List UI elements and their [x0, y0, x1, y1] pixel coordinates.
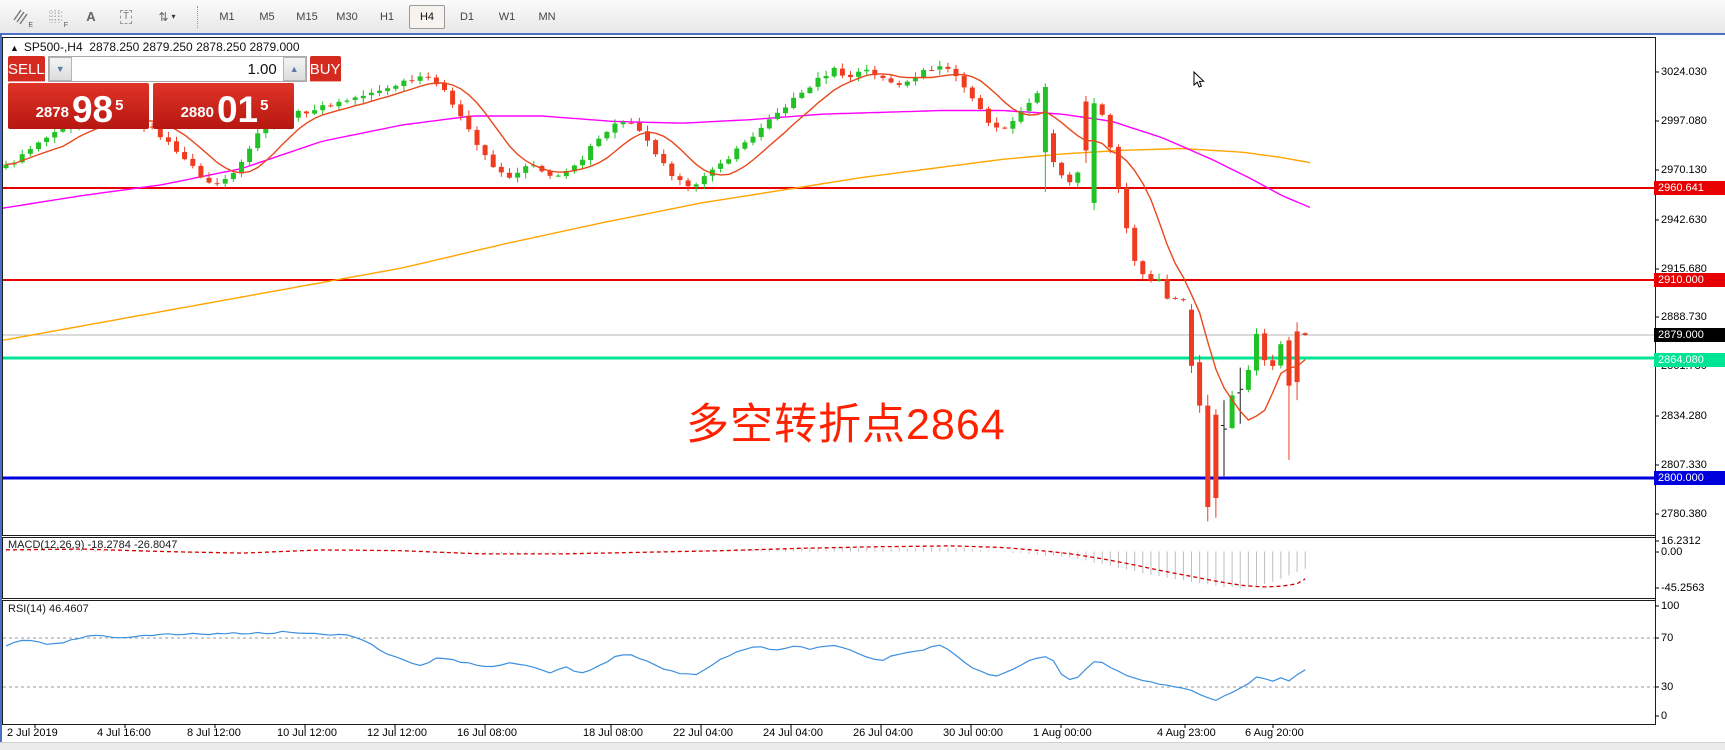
rsi-tick-label: 0 — [1661, 710, 1668, 722]
chart-window[interactable]: ▲ SP500-,H4 2878.250 2879.250 2878.250 28… — [0, 33, 1725, 750]
price-tick-label: 2807.330 — [1661, 459, 1707, 471]
price-tick-label: 2915.680 — [1661, 263, 1707, 275]
price-level-badge: 2879.000 — [1654, 328, 1725, 342]
date-tick-label: 16 Jul 08:00 — [457, 727, 517, 739]
sell-price-quote[interactable]: 2878 98 5 — [8, 83, 149, 129]
grid-dots-icon — [49, 9, 63, 24]
pane-border — [2, 600, 1656, 725]
price-tick-label: 2997.080 — [1661, 115, 1707, 127]
date-tick-label: 26 Jul 04:00 — [853, 727, 913, 739]
sell-price-pips: 98 — [71, 89, 114, 130]
date-tick-label: 30 Jul 00:00 — [943, 727, 1003, 739]
timeframe-H4[interactable]: H4 — [409, 4, 445, 29]
symbol-period-label: SP500-,H4 — [23, 40, 83, 54]
date-tick-label: 12 Jul 12:00 — [367, 727, 427, 739]
macd-main-value: -18.2784 — [87, 539, 131, 551]
icon-sub-f: F — [63, 21, 68, 29]
text-box-icon[interactable]: T — [112, 4, 140, 30]
macd-tick-label: 0.00 — [1661, 546, 1683, 558]
arrow-style-icon[interactable]: ⇅ ▾ — [147, 4, 187, 30]
timeframe-bar: M1 M5 M15 M30 H1 H4 D1 W1 MN — [207, 4, 567, 29]
pane-border — [2, 537, 1656, 599]
timeframe-M30[interactable]: M30 — [336, 10, 358, 23]
main-toolbar: E F A T ⇅ ▾ M1 M5 M15 M30 H1 H4 D1 W1 MN — [0, 0, 1725, 34]
timeframe-W1[interactable]: W1 — [498, 10, 516, 23]
date-tick-label: 4 Jul 16:00 — [97, 727, 151, 739]
sell-price-fraction: 5 — [115, 97, 124, 114]
timeframe-M15[interactable]: M15 — [296, 10, 318, 23]
date-tick-label: 24 Jul 04:00 — [763, 727, 823, 739]
sell-price-big-figure: 2878 — [35, 104, 69, 121]
rsi-current-value: 46.4607 — [48, 603, 89, 615]
timeframe-MN[interactable]: MN — [538, 10, 556, 23]
volume-increase-button[interactable]: ▲ — [282, 57, 306, 81]
price-tick-label: 2888.730 — [1661, 311, 1707, 323]
grid-icon[interactable]: F — [42, 4, 70, 30]
icon-sub-e: E — [28, 21, 33, 29]
rsi-label: RSI(14) 46.4607 — [8, 603, 89, 615]
macd-tick-label: 16.2312 — [1661, 535, 1701, 547]
date-tick-label: 10 Jul 12:00 — [277, 727, 337, 739]
timeframe-M1[interactable]: M1 — [219, 10, 235, 23]
mouse-cursor-icon — [1193, 71, 1205, 88]
price-tick-label: 2834.280 — [1661, 410, 1707, 422]
ma-fast-line — [5, 73, 1306, 421]
chart-title: ▲ SP500-,H4 2878.250 2879.250 2878.250 28… — [10, 40, 300, 54]
macd-label: MACD(12,26,9) -18.2784 -26.8047 — [8, 539, 178, 551]
price-tick-label: 2970.130 — [1661, 164, 1707, 176]
chart-canvas[interactable] — [2, 35, 1725, 750]
buy-price-pips: 01 — [216, 89, 259, 130]
toolbar-separator — [197, 5, 199, 28]
price-tick-label: 2780.380 — [1661, 508, 1707, 520]
macd-tick-label: -45.2563 — [1661, 582, 1705, 594]
date-tick-label: 6 Aug 20:00 — [1245, 727, 1304, 739]
price-level-badge: 2960.641 — [1654, 181, 1725, 195]
ohlc-values: 2878.250 2879.250 2878.250 2879.000 — [82, 40, 300, 54]
timeframe-M5[interactable]: M5 — [259, 10, 275, 23]
buy-button[interactable]: BUY — [309, 56, 341, 82]
price-tick-label: 3024.030 — [1661, 66, 1707, 78]
candles-layer — [3, 60, 1308, 522]
collapse-panel-icon[interactable]: ▲ — [10, 43, 19, 53]
rsi-tick-label: 100 — [1661, 600, 1680, 612]
volume-spinner: ▼ ▲ — [47, 56, 307, 82]
letter-t-icon: T — [119, 9, 133, 24]
arrows-icon: ⇅ — [158, 9, 169, 24]
date-tick-label: 8 Jul 12:00 — [187, 727, 241, 739]
rsi-line — [5, 630, 1306, 702]
sell-button[interactable]: SELL — [8, 56, 45, 82]
date-tick-label: 4 Aug 23:00 — [1157, 727, 1216, 739]
volume-input[interactable] — [71, 57, 283, 81]
date-tick-label: 2 Jul 2019 — [7, 727, 58, 739]
volume-decrease-button[interactable]: ▼ — [48, 57, 72, 81]
hatch-lines-icon — [13, 9, 28, 24]
price-tick-label: 2942.630 — [1661, 214, 1707, 226]
buy-price-fraction: 5 — [260, 97, 269, 114]
buy-price-big-figure: 2880 — [180, 104, 214, 121]
timeframe-H1[interactable]: H1 — [379, 10, 395, 23]
timeframe-D1[interactable]: D1 — [459, 10, 475, 23]
date-tick-label: 22 Jul 04:00 — [673, 727, 733, 739]
chart-annotation-text: 多空转折点2864 — [686, 401, 1006, 449]
macd-signal-value: -26.8047 — [133, 539, 178, 551]
price-level-badge: 2800.000 — [1654, 471, 1725, 485]
date-tick-label: 1 Aug 00:00 — [1033, 727, 1092, 739]
buy-price-quote[interactable]: 2880 01 5 — [153, 83, 294, 129]
text-label-icon[interactable]: A — [77, 4, 105, 30]
chevron-down-icon: ▾ — [171, 12, 176, 21]
letter-a-icon: A — [86, 9, 96, 24]
rsi-tick-label: 30 — [1661, 681, 1674, 693]
indicator-hatch-icon[interactable]: E — [7, 4, 35, 30]
date-tick-label: 18 Jul 08:00 — [583, 727, 643, 739]
price-level-badge: 2864.080 — [1654, 353, 1725, 367]
price-level-badge: 2910.000 — [1654, 273, 1725, 287]
chart-horizontal-scrollbar[interactable] — [0, 742, 1725, 750]
rsi-tick-label: 70 — [1661, 632, 1674, 644]
